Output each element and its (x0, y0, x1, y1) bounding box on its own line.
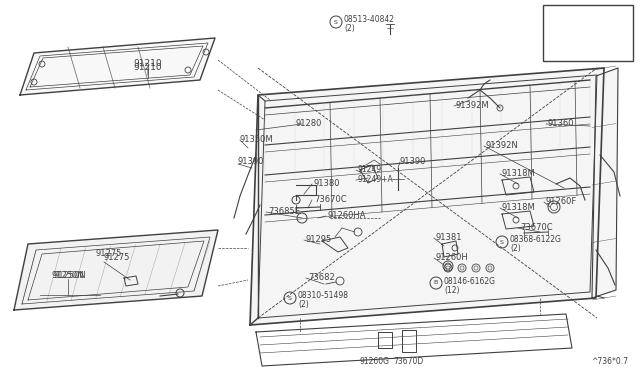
Text: 91392M: 91392M (456, 102, 490, 110)
Polygon shape (592, 68, 618, 298)
Text: 91260G: 91260G (359, 357, 389, 366)
Text: 91380: 91380 (314, 180, 340, 189)
Text: 73670C: 73670C (314, 196, 347, 205)
Text: 91260F: 91260F (546, 198, 577, 206)
Text: 91318M: 91318M (502, 203, 536, 212)
Text: 73670C: 73670C (520, 224, 552, 232)
Text: 91280: 91280 (296, 119, 323, 128)
Text: 91210: 91210 (134, 63, 163, 72)
Polygon shape (250, 68, 604, 325)
Text: S: S (288, 295, 292, 301)
Text: 91392N: 91392N (486, 141, 519, 151)
Text: 91249: 91249 (358, 166, 382, 174)
Text: 91260HA: 91260HA (328, 212, 367, 221)
Text: 08146-6162G: 08146-6162G (444, 276, 496, 285)
Text: 91210: 91210 (134, 58, 163, 67)
Circle shape (578, 26, 598, 46)
Text: 91249+A: 91249+A (358, 176, 394, 185)
Text: ^736*0.7: ^736*0.7 (591, 357, 628, 366)
Text: B: B (434, 280, 438, 285)
Text: 91381: 91381 (436, 234, 463, 243)
Text: 73685E: 73685E (268, 208, 300, 217)
Text: 91318M: 91318M (502, 170, 536, 179)
Text: 91390: 91390 (238, 157, 264, 167)
Text: 08368-6122G: 08368-6122G (510, 235, 562, 244)
Text: 91360: 91360 (548, 119, 575, 128)
Polygon shape (14, 230, 218, 310)
Text: 91250N: 91250N (54, 272, 86, 280)
Text: 08310-51498: 08310-51498 (298, 292, 349, 301)
Text: 91250N: 91250N (52, 270, 84, 279)
Text: S: S (500, 240, 504, 244)
Text: (2): (2) (298, 301, 308, 310)
Text: (2): (2) (510, 244, 521, 253)
Text: 91350M: 91350M (240, 135, 274, 144)
Text: 91390: 91390 (400, 157, 426, 167)
Polygon shape (20, 38, 215, 95)
Text: S: S (334, 19, 338, 25)
Text: (2): (2) (344, 25, 355, 33)
Text: 73670D: 73670D (393, 357, 423, 366)
Bar (543, 5, 633, 61)
Text: 91275: 91275 (96, 250, 122, 259)
Text: (12): (12) (444, 285, 460, 295)
Text: 91275: 91275 (104, 253, 131, 263)
Text: 73682: 73682 (308, 273, 335, 282)
Text: 91295: 91295 (306, 235, 332, 244)
Text: 91260H: 91260H (436, 253, 468, 263)
Text: 08513-40842: 08513-40842 (344, 16, 395, 25)
Text: 91260FA: 91260FA (547, 13, 583, 22)
